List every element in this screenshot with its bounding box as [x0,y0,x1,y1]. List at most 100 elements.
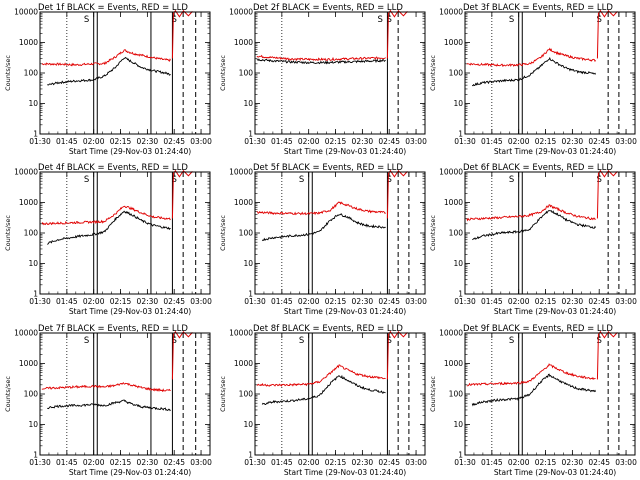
x-tick-label: 02:45 [163,297,185,306]
lld-series-line [466,363,596,387]
x-tick-label: 02:00 [83,137,105,146]
events-series-line [47,56,171,86]
y-tick-label: 10 [28,259,38,268]
lld-series-line [41,382,171,393]
x-axis-label: Start Time (29-Nov-03 01:24:40) [284,307,406,316]
x-axis-label: Start Time (29-Nov-03 01:24:40) [69,147,191,156]
lld-series-line [256,54,386,62]
y-tick-label: 10000 [229,8,253,17]
y-tick-label: 100 [24,390,39,399]
panel-8: Det 8f BLACK = Events, RED = LLD Counts/s… [219,324,427,477]
x-tick-label: 03:00 [615,297,637,306]
x-tick-label: 02:45 [163,458,185,467]
x-tick-label: 03:00 [405,297,427,306]
s-marker: S [84,336,89,346]
y-tick-label: 1 [248,290,253,299]
x-tick-label: 02:30 [352,297,374,306]
y-tick-label: 10 [243,420,253,429]
x-axis-label: Start Time (29-Nov-03 01:24:40) [69,307,191,316]
lld-spike [171,330,193,380]
x-tick-label: 01:30 [29,458,51,467]
y-tick-label: 10000 [439,168,463,177]
s-marker: S [378,15,383,25]
x-axis-label: Start Time (29-Nov-03 01:24:40) [69,468,191,477]
y-tick-label: 1000 [234,38,253,47]
x-tick-label: 02:00 [298,458,320,467]
x-tick-label: 01:45 [56,297,78,306]
events-series-line [47,210,171,245]
panel-2: Det 2f BLACK = Events, RED = LLD Counts/s… [219,3,427,156]
x-tick-label: 02:15 [535,458,557,467]
events-series-line [472,210,596,241]
s-marker: S [509,15,514,25]
x-tick-label: 02:45 [588,137,610,146]
x-tick-label: 01:45 [56,458,78,467]
s-marker: S [387,15,392,25]
x-tick-label: 02:15 [110,458,132,467]
lld-spike [596,169,618,219]
y-axis-label: Counts/sec [4,376,12,412]
y-axis-label: Counts/sec [219,376,227,412]
lld-series-line [256,201,386,216]
x-tick-label: 03:00 [405,458,427,467]
y-tick-label: 100 [24,69,39,78]
y-tick-label: 1 [33,130,38,139]
y-tick-label: 10 [453,99,463,108]
s-marker: S [84,15,89,25]
x-axis-label: Start Time (29-Nov-03 01:24:40) [494,147,616,156]
y-tick-label: 1000 [19,38,38,47]
panel-title: Det 3f BLACK = Events, RED = LLD [463,3,613,13]
y-tick-label: 1000 [444,359,463,368]
y-tick-label: 100 [239,69,254,78]
y-axis-label: Counts/sec [429,215,437,251]
y-tick-label: 100 [449,390,464,399]
y-tick-label: 10000 [439,8,463,17]
x-tick-label: 02:00 [508,137,530,146]
plot-frame [39,332,211,456]
x-tick-label: 01:30 [454,137,476,146]
panel-1: Det 1f BLACK = Events, RED = LLD Counts/s… [4,3,212,156]
y-tick-label: 10000 [14,329,38,338]
y-tick-label: 10 [28,420,38,429]
lld-series-line [41,49,171,67]
x-tick-label: 02:00 [83,297,105,306]
lld-spike [171,9,193,59]
lld-series-line [41,205,171,226]
y-tick-label: 100 [24,229,39,238]
x-tick-label: 02:30 [562,137,584,146]
x-tick-label: 03:00 [190,137,212,146]
s-marker: S [299,336,304,346]
x-tick-label: 01:45 [481,458,503,467]
panel-title: Det 1f BLACK = Events, RED = LLD [38,3,188,13]
x-tick-label: 02:30 [137,297,159,306]
panel-3: Det 3f BLACK = Events, RED = LLD Counts/s… [429,3,637,156]
x-tick-label: 02:00 [83,458,105,467]
x-tick-label: 03:00 [615,137,637,146]
x-tick-label: 02:30 [137,137,159,146]
y-axis-label: Counts/sec [219,55,227,91]
x-tick-label: 02:00 [298,297,320,306]
y-tick-label: 1 [458,451,463,460]
panel-6: Det 6f BLACK = Events, RED = LLD Counts/s… [429,163,637,316]
x-axis-label: Start Time (29-Nov-03 01:24:40) [494,468,616,477]
plot-frame [254,332,426,456]
s-marker: S [84,175,89,185]
x-tick-label: 02:30 [562,458,584,467]
y-tick-label: 10000 [229,168,253,177]
x-tick-label: 01:30 [29,137,51,146]
s-marker: S [172,175,177,185]
plot-frame [254,171,426,295]
x-tick-label: 02:45 [378,137,400,146]
panel-9: Det 9f BLACK = Events, RED = LLD Counts/s… [429,324,637,477]
panel-title: Det 6f BLACK = Events, RED = LLD [463,163,613,173]
y-tick-label: 10 [453,259,463,268]
events-series-line [261,374,386,405]
x-tick-label: 01:45 [271,458,293,467]
events-series-line [256,58,386,65]
s-marker: S [597,175,602,185]
x-tick-label: 02:30 [352,137,374,146]
y-tick-label: 10 [28,99,38,108]
y-tick-label: 10000 [14,168,38,177]
x-tick-label: 02:00 [508,458,530,467]
y-tick-label: 1 [33,451,38,460]
